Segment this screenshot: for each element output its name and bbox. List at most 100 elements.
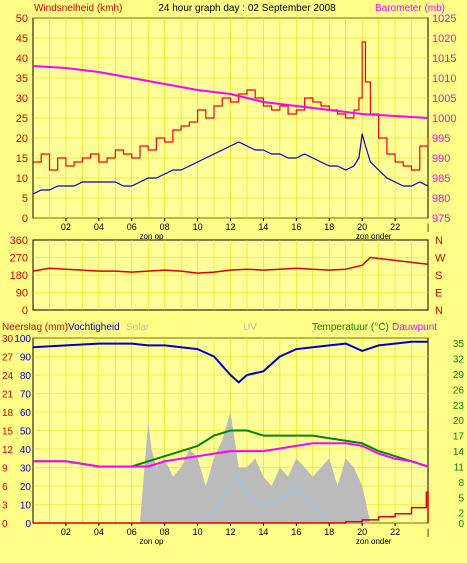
humidity-y-tick-label: 40 xyxy=(20,445,32,456)
wind-panel-x-end-mark: | xyxy=(427,222,429,232)
rain-y-tick-label: 6 xyxy=(2,482,8,493)
humidity-y-tick-label: 10 xyxy=(20,501,32,512)
compass-label: N xyxy=(435,235,443,247)
humidity-y-tick-label: 60 xyxy=(20,408,32,419)
rain-y-tick-label: 21 xyxy=(2,390,14,401)
wind-panel-x-tick-label: 10 xyxy=(193,222,203,232)
wind-panel-x-tick-label: 02 xyxy=(61,222,71,232)
wind-y-tick-label: 35 xyxy=(16,73,28,85)
rain-y-tick-label: 0 xyxy=(2,519,8,530)
rain-panel-x-tick-label: 02 xyxy=(61,527,71,537)
rain-y-tick-label: 18 xyxy=(2,408,14,419)
wind-panel-x-tick-label: 22 xyxy=(390,222,400,232)
solar-axis-title: Solar xyxy=(126,322,150,333)
wind-panel-x-tick-label: 16 xyxy=(291,222,301,232)
barometer-y-tick-label: 975 xyxy=(432,213,450,225)
wind-y-tick-label: 5 xyxy=(22,193,28,205)
rain-y-tick-label: 12 xyxy=(2,445,14,456)
temperature-y-tick-label: 26 xyxy=(453,385,465,396)
solar-area xyxy=(140,412,371,523)
wind-panel-x-tick-label: 04 xyxy=(94,222,104,232)
temperature-axis-title: Temperatuur (°C) xyxy=(312,322,389,333)
barometer-y-tick-label: 1000 xyxy=(432,113,456,125)
humidity-axis-title: Vochtigheid xyxy=(68,322,120,333)
wind-panel-x-tick-label: 18 xyxy=(324,222,334,232)
rain-panel-sunset-label: zon onder xyxy=(356,537,392,546)
temperature-y-tick-label: 8 xyxy=(458,478,464,489)
rain-y-tick-label: 24 xyxy=(2,371,14,382)
barometer-axis-title: Barometer (mb) xyxy=(375,3,445,14)
humidity-y-tick-label: 80 xyxy=(20,371,32,382)
humidity-line xyxy=(32,340,428,384)
rain-panel-x-tick-label: 16 xyxy=(291,527,301,537)
compass-label: S xyxy=(435,270,442,282)
temperature-y-tick-label: 29 xyxy=(453,370,465,381)
rain-panel-x-tick-label: 20 xyxy=(357,527,367,537)
wind-direction-panel: 360 N 270 W 180 S 90 E 0 N xyxy=(10,235,446,317)
wind-y-tick-label: 15 xyxy=(16,153,28,165)
temperature-y-tick-label: 17 xyxy=(453,432,465,443)
barometer-y-tick-label: 980 xyxy=(432,193,450,205)
temperature-y-tick-label: 11 xyxy=(454,462,465,473)
wind-direction-line xyxy=(32,256,429,274)
barometer-y-tick-label: 1010 xyxy=(432,73,456,85)
wind-y-tick-label: 40 xyxy=(16,53,28,65)
rain-panel-x-end-mark: | xyxy=(427,527,429,537)
rain-axis-title: Neerslag (mm) xyxy=(2,322,68,333)
rain-panel-x-tick-label: 12 xyxy=(225,527,235,537)
compass-label: W xyxy=(435,253,446,265)
humidity-y-tick-label: 90 xyxy=(20,353,32,364)
chart-title: 24 hour graph day : 02 September 2008 xyxy=(158,3,336,14)
temperature-y-tick-label: 35 xyxy=(453,339,465,350)
temperature-y-tick-label: 23 xyxy=(453,401,465,412)
barometer-line xyxy=(32,65,429,119)
rain-y-tick-label: 15 xyxy=(2,427,14,438)
direction-y-tick-label: 270 xyxy=(10,253,28,265)
rain-panel-x-tick-label: 06 xyxy=(127,527,137,537)
rain-line xyxy=(33,491,429,524)
humidity-y-tick-label: 70 xyxy=(20,390,32,401)
wind-y-tick-label: 50 xyxy=(16,13,28,25)
wind-average-line xyxy=(32,133,429,195)
wind-gust-line xyxy=(33,41,429,171)
barometer-y-tick-label: 1020 xyxy=(432,33,456,45)
wind-barometer-panel: 0510152025303540455097598098599099510001… xyxy=(16,13,457,241)
humidity-y-tick-label: 0 xyxy=(25,519,31,530)
wind-y-tick-label: 30 xyxy=(16,93,28,105)
rain-panel-x-tick-label: 18 xyxy=(324,527,334,537)
dewpoint-line xyxy=(33,442,429,468)
wind-panel-x-tick-label: 20 xyxy=(357,222,367,232)
rain-panel-x-tick-label: 14 xyxy=(258,527,268,537)
rain-panel-x-tick-label: 08 xyxy=(160,527,170,537)
temperature-y-tick-label: 32 xyxy=(453,355,465,366)
humidity-y-tick-label: 50 xyxy=(20,427,32,438)
barometer-y-tick-label: 1015 xyxy=(432,53,456,65)
direction-y-tick-label: 90 xyxy=(16,288,28,300)
humidity-y-tick-label: 100 xyxy=(14,334,31,345)
wind-panel-x-tick-label: 12 xyxy=(225,222,235,232)
wind-panel-x-tick-label: 06 xyxy=(127,222,137,232)
barometer-y-tick-label: 990 xyxy=(432,153,450,165)
uv-line xyxy=(197,476,330,520)
temperature-y-tick-label: 20 xyxy=(453,416,465,427)
wind-panel-sunset-label: zon onder xyxy=(356,232,392,241)
humidity-y-tick-label: 30 xyxy=(20,464,32,475)
humidity-y-tick-label: 20 xyxy=(20,482,32,493)
direction-y-tick-label: 180 xyxy=(10,270,28,282)
compass-label: E xyxy=(435,288,442,300)
wind-y-tick-label: 45 xyxy=(16,33,28,45)
temperature-y-tick-label: 14 xyxy=(453,447,465,458)
uv-axis-title: UV xyxy=(243,322,257,333)
temperature-y-tick-label: 0 xyxy=(458,519,464,530)
direction-y-tick-label: 0 xyxy=(22,305,28,317)
rain-y-tick-label: 30 xyxy=(2,334,14,345)
wind-panel-sunrise-label: zon op xyxy=(139,232,164,241)
rain-panel-x-tick-label: 04 xyxy=(94,527,104,537)
compass-label: N xyxy=(435,305,443,317)
wind-y-tick-label: 0 xyxy=(22,213,28,225)
temperature-line xyxy=(33,429,429,468)
temperature-y-tick-label: 5 xyxy=(458,493,464,504)
rain-humidity-temp-panel: 0369121518212427300102030405060708090100… xyxy=(2,334,464,546)
